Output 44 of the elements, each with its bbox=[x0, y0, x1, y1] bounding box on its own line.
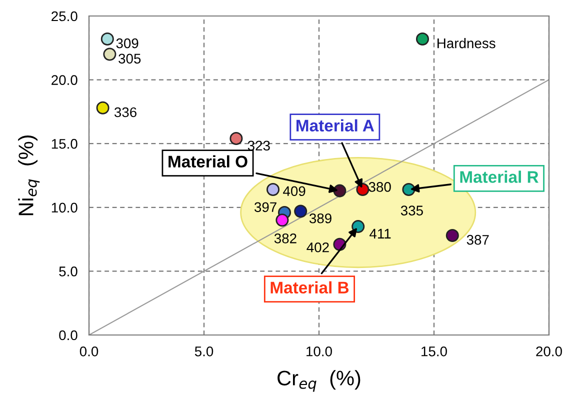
x-tick-label: 5.0 bbox=[194, 346, 214, 356]
x-tick-label: 20.0 bbox=[536, 346, 562, 356]
point bbox=[100, 32, 114, 46]
y-tick-label: 20.0 bbox=[52, 75, 78, 85]
series-label: 305 bbox=[118, 54, 141, 64]
y-tick-label: 25.0 bbox=[52, 11, 78, 22]
point bbox=[356, 183, 370, 196]
point bbox=[103, 48, 116, 61]
point bbox=[416, 32, 430, 46]
point bbox=[446, 228, 459, 242]
point bbox=[333, 184, 346, 198]
series-label: 309 bbox=[116, 38, 138, 48]
series-label: 323 bbox=[248, 140, 270, 151]
y-tick-label: 15.0 bbox=[52, 138, 78, 149]
series-label: 387 bbox=[466, 234, 489, 245]
series-label: 402 bbox=[306, 242, 329, 252]
annotation: Material A bbox=[296, 119, 374, 132]
series-label: 336 bbox=[114, 107, 136, 118]
y-tick-label: 5.0 bbox=[59, 266, 78, 276]
x-tick-label: 15.0 bbox=[422, 346, 447, 356]
annotation: Material B bbox=[270, 281, 349, 294]
point bbox=[276, 214, 289, 227]
series-label: 397 bbox=[254, 202, 276, 212]
point bbox=[294, 204, 308, 218]
series-label: 382 bbox=[274, 234, 296, 244]
y-tick-label: 0.0 bbox=[59, 330, 78, 340]
annotation: Material R bbox=[460, 170, 538, 183]
x-tick-label: 10.0 bbox=[306, 346, 332, 356]
series-label: 389 bbox=[309, 213, 332, 224]
series-label: Hardness bbox=[438, 38, 496, 48]
y-axis-title: Ni$_{eq}$ (%) bbox=[18, 136, 40, 216]
x-axis-title: Cr$_{eq}$ (%) bbox=[278, 370, 360, 392]
series-label: 411 bbox=[370, 228, 391, 238]
y-tick-label: 10.0 bbox=[52, 202, 78, 213]
point bbox=[96, 101, 110, 114]
series-label: 335 bbox=[400, 206, 423, 216]
point bbox=[230, 132, 243, 145]
point bbox=[266, 183, 280, 196]
point bbox=[352, 220, 365, 234]
series-label: 409 bbox=[283, 186, 306, 196]
annotation: Material O bbox=[168, 155, 248, 168]
point bbox=[402, 183, 416, 196]
series-label: 380 bbox=[368, 182, 391, 192]
x-tick-label: 0.0 bbox=[80, 346, 98, 356]
